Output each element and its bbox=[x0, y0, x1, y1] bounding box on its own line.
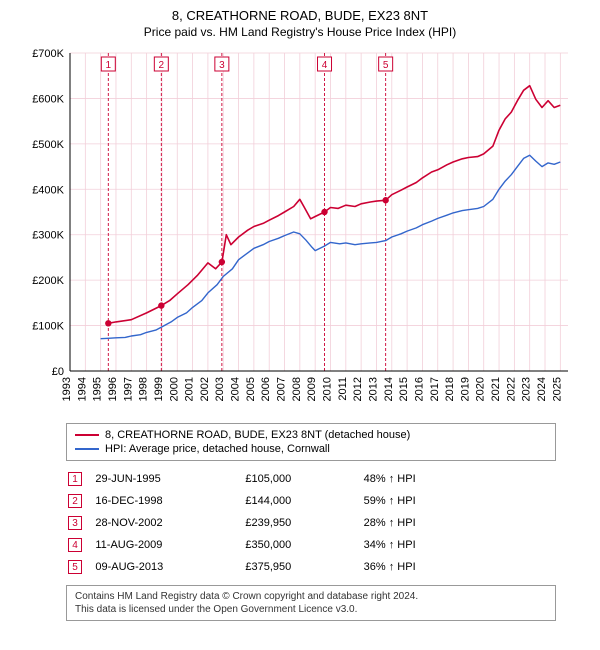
svg-text:2022: 2022 bbox=[505, 377, 517, 401]
sale-price: £375,950 bbox=[245, 557, 361, 577]
svg-text:1994: 1994 bbox=[76, 377, 88, 401]
legend: 8, CREATHORNE ROAD, BUDE, EX23 8NT (deta… bbox=[66, 423, 556, 461]
svg-text:1: 1 bbox=[106, 60, 112, 71]
sale-date: 28-NOV-2002 bbox=[95, 513, 243, 533]
svg-text:2016: 2016 bbox=[413, 377, 425, 401]
svg-text:2001: 2001 bbox=[184, 377, 196, 401]
sale-price: £239,950 bbox=[245, 513, 361, 533]
svg-text:1999: 1999 bbox=[153, 377, 165, 401]
svg-text:£0: £0 bbox=[52, 366, 64, 378]
legend-item: HPI: Average price, detached house, Corn… bbox=[75, 442, 547, 456]
sale-hpi-delta: 48% ↑ HPI bbox=[364, 469, 554, 489]
svg-text:2020: 2020 bbox=[475, 377, 487, 401]
legend-swatch bbox=[75, 448, 99, 450]
legend-swatch bbox=[75, 434, 99, 436]
svg-text:2013: 2013 bbox=[367, 377, 379, 401]
chart-title: 8, CREATHORNE ROAD, BUDE, EX23 8NT bbox=[12, 8, 588, 23]
svg-text:£700K: £700K bbox=[32, 48, 64, 60]
sales-table: 1 29-JUN-1995£105,00048% ↑ HPI 2 16-DEC-199… bbox=[66, 467, 556, 579]
svg-text:£200K: £200K bbox=[32, 275, 64, 287]
svg-text:£600K: £600K bbox=[32, 93, 64, 105]
svg-text:2012: 2012 bbox=[352, 377, 364, 401]
legend-item: 8, CREATHORNE ROAD, BUDE, EX23 8NT (deta… bbox=[75, 428, 547, 442]
sale-date: 29-JUN-1995 bbox=[95, 469, 243, 489]
svg-text:2009: 2009 bbox=[306, 377, 318, 401]
svg-text:4: 4 bbox=[322, 60, 328, 71]
svg-text:2010: 2010 bbox=[321, 377, 333, 401]
sale-date: 09-AUG-2013 bbox=[95, 557, 243, 577]
sale-date: 16-DEC-1998 bbox=[95, 491, 243, 511]
svg-text:2007: 2007 bbox=[276, 377, 288, 401]
svg-text:2011: 2011 bbox=[337, 377, 349, 401]
chart-subtitle: Price paid vs. HM Land Registry's House … bbox=[12, 25, 588, 39]
sale-hpi-delta: 34% ↑ HPI bbox=[364, 535, 554, 555]
attribution: Contains HM Land Registry data © Crown c… bbox=[66, 585, 556, 621]
footer-line-2: This data is licensed under the Open Gov… bbox=[75, 603, 547, 616]
chart-container: 8, CREATHORNE ROAD, BUDE, EX23 8NT Price… bbox=[0, 0, 600, 650]
sale-marker-icon: 2 bbox=[68, 494, 82, 508]
svg-text:1993: 1993 bbox=[61, 377, 73, 401]
sale-marker-icon: 1 bbox=[68, 472, 82, 486]
svg-text:2023: 2023 bbox=[521, 377, 533, 401]
sale-hpi-delta: 59% ↑ HPI bbox=[364, 491, 554, 511]
svg-text:3: 3 bbox=[219, 60, 225, 71]
table-row: 4 11-AUG-2009£350,00034% ↑ HPI bbox=[68, 535, 554, 555]
table-row: 1 29-JUN-1995£105,00048% ↑ HPI bbox=[68, 469, 554, 489]
svg-text:2004: 2004 bbox=[230, 377, 242, 401]
svg-text:2014: 2014 bbox=[383, 377, 395, 401]
svg-text:£500K: £500K bbox=[32, 139, 64, 151]
svg-text:2025: 2025 bbox=[551, 377, 563, 401]
sale-marker-icon: 5 bbox=[68, 560, 82, 574]
table-row: 2 16-DEC-1998£144,00059% ↑ HPI bbox=[68, 491, 554, 511]
table-row: 5 09-AUG-2013£375,95036% ↑ HPI bbox=[68, 557, 554, 577]
svg-text:5: 5 bbox=[383, 60, 389, 71]
sale-date: 11-AUG-2009 bbox=[95, 535, 243, 555]
svg-text:2: 2 bbox=[159, 60, 165, 71]
svg-text:2017: 2017 bbox=[429, 377, 441, 401]
chart-plot: 1 2 3 4 5 £0 £100K £200K £300K £400K £500K £600K £70… bbox=[16, 45, 576, 415]
svg-text:2005: 2005 bbox=[245, 377, 257, 401]
svg-text:2015: 2015 bbox=[398, 377, 410, 401]
svg-text:2019: 2019 bbox=[459, 377, 471, 401]
sale-marker-icon: 4 bbox=[68, 538, 82, 552]
svg-text:1996: 1996 bbox=[107, 377, 119, 401]
svg-text:£100K: £100K bbox=[32, 321, 64, 333]
svg-text:1998: 1998 bbox=[138, 377, 150, 401]
svg-text:1997: 1997 bbox=[122, 377, 134, 401]
table-row: 3 28-NOV-2002£239,95028% ↑ HPI bbox=[68, 513, 554, 533]
svg-text:1995: 1995 bbox=[92, 377, 104, 401]
sale-price: £105,000 bbox=[245, 469, 361, 489]
svg-text:£400K: £400K bbox=[32, 184, 64, 196]
svg-text:2008: 2008 bbox=[291, 377, 303, 401]
sale-price: £144,000 bbox=[245, 491, 361, 511]
svg-text:2003: 2003 bbox=[214, 377, 226, 401]
legend-label: 8, CREATHORNE ROAD, BUDE, EX23 8NT (deta… bbox=[105, 429, 410, 441]
sale-hpi-delta: 28% ↑ HPI bbox=[364, 513, 554, 533]
svg-text:2021: 2021 bbox=[490, 377, 502, 401]
svg-text:2024: 2024 bbox=[536, 377, 548, 401]
svg-text:2018: 2018 bbox=[444, 377, 456, 401]
sale-hpi-delta: 36% ↑ HPI bbox=[364, 557, 554, 577]
legend-label: HPI: Average price, detached house, Corn… bbox=[105, 443, 330, 455]
sale-price: £350,000 bbox=[245, 535, 361, 555]
svg-text:2002: 2002 bbox=[199, 377, 211, 401]
svg-text:2006: 2006 bbox=[260, 377, 272, 401]
footer-line-1: Contains HM Land Registry data © Crown c… bbox=[75, 590, 547, 603]
line-chart: 1 2 3 4 5 £0 £100K £200K £300K £400K £500K £600K £70… bbox=[16, 45, 576, 415]
sale-marker-icon: 3 bbox=[68, 516, 82, 530]
svg-text:2000: 2000 bbox=[168, 377, 180, 401]
svg-text:£300K: £300K bbox=[32, 230, 64, 242]
